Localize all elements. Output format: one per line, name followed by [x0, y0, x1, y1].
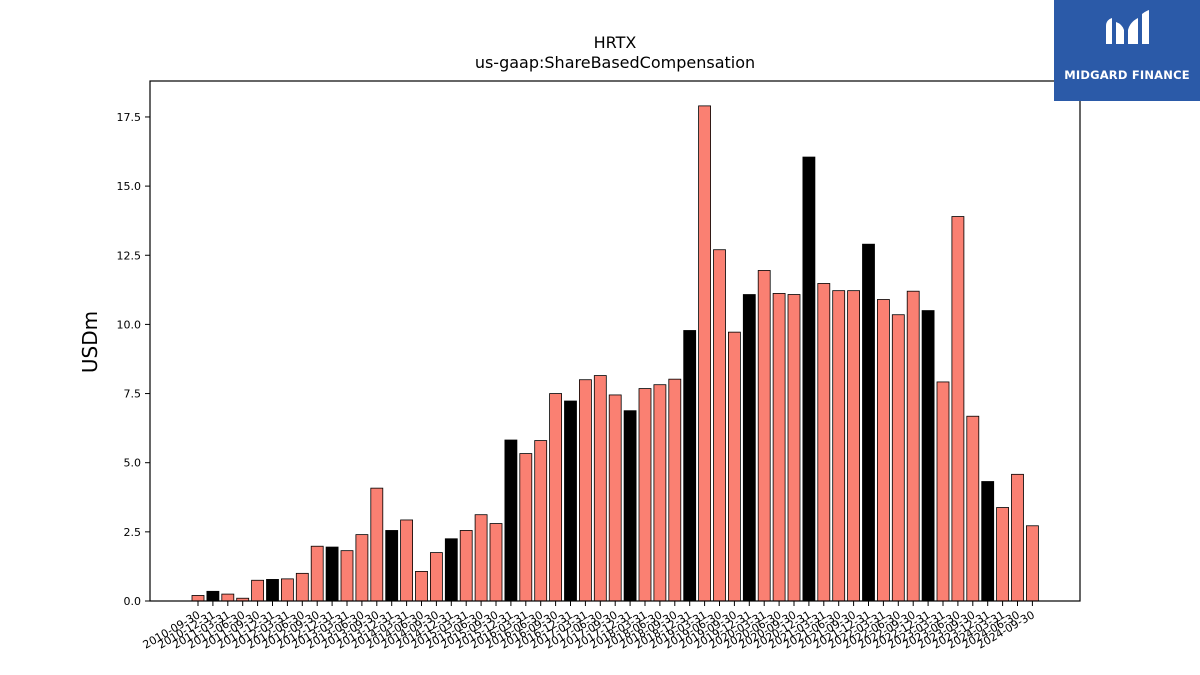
bar-2015-12-31 — [504, 439, 518, 602]
bar-2020-03-31 — [757, 270, 771, 602]
bar-2023-09-30 — [966, 415, 980, 602]
bar-2014-03-31 — [400, 519, 414, 602]
midgard-logo-icon — [1106, 10, 1149, 44]
y-tick-label: 17.5 — [117, 111, 142, 124]
chart-title: HRTX — [594, 33, 637, 52]
bar-2014-12-31 — [444, 538, 458, 602]
bar-2014-09-30 — [429, 552, 443, 602]
bar-2013-09-30 — [370, 487, 384, 602]
bar-2018-03-31 — [638, 388, 652, 602]
bar-2023-03-31 — [936, 381, 950, 602]
bar-2016-06-30 — [534, 440, 548, 602]
bar-2014-06-30 — [415, 571, 428, 602]
bar-2018-09-30 — [668, 378, 682, 602]
y-axis-label: USDm — [78, 311, 102, 373]
y-tick-label: 7.5 — [124, 388, 142, 401]
bar-2018-06-30 — [653, 384, 667, 602]
bar-2013-06-30 — [355, 534, 369, 602]
bar-2011-09-30 — [251, 579, 265, 602]
x-axis: 2010-09-302010-12-312011-03-312011-06-30… — [141, 601, 1037, 652]
bar-2017-12-31 — [623, 410, 637, 602]
bar-2017-03-31 — [579, 379, 592, 602]
y-tick-label: 12.5 — [117, 249, 142, 262]
logo-text: MIDGARD FINANCE — [1064, 68, 1190, 82]
bar-2011-03-31 — [221, 593, 235, 602]
bar-2022-03-31 — [877, 299, 890, 602]
bar-2012-09-30 — [310, 545, 324, 602]
y-tick-label: 0.0 — [124, 595, 142, 608]
bar-2016-03-31 — [519, 453, 533, 602]
bar-2020-09-30 — [787, 294, 801, 602]
bar-2016-12-31 — [564, 400, 577, 602]
bar-2015-03-31 — [459, 530, 473, 602]
bar-2019-06-30 — [713, 249, 726, 602]
midgard-finance-logo: MIDGARD FINANCE — [1054, 0, 1200, 101]
bar-2012-03-31 — [280, 578, 294, 602]
y-tick-label: 15.0 — [117, 180, 142, 193]
plot-frame — [149, 80, 1081, 602]
bar-2013-12-31 — [385, 530, 399, 602]
bar-2019-12-31 — [742, 294, 756, 602]
bar-2020-12-31 — [802, 156, 816, 602]
bar-2020-06-30 — [772, 293, 786, 602]
bar-2024-09-30 — [1026, 525, 1039, 602]
y-tick-label: 5.0 — [124, 457, 142, 470]
bar-2016-09-30 — [549, 393, 562, 602]
bar-2010-12-31 — [206, 590, 220, 602]
bar-2017-06-30 — [593, 375, 607, 602]
chart-subtitle: us-gaap:ShareBasedCompensation — [475, 53, 755, 72]
y-tick-label: 10.0 — [117, 318, 142, 331]
bar-2023-06-30 — [951, 216, 965, 602]
bar-2021-09-30 — [847, 290, 860, 602]
y-axis: 0.0 2.5 5.0 7.5 10.0 12.5 15.0 17.5 — [117, 111, 150, 608]
bar-2021-12-31 — [862, 243, 875, 602]
bar-2022-06-30 — [891, 314, 905, 602]
bar-2015-06-30 — [474, 514, 488, 602]
bar-2015-09-30 — [489, 523, 503, 602]
bar-2023-12-31 — [981, 481, 995, 602]
bar-series — [191, 105, 1039, 602]
bar-2024-03-31 — [996, 507, 1009, 602]
bar-2012-12-31 — [325, 546, 339, 602]
bar-2018-12-31 — [683, 330, 697, 602]
bar-2019-09-30 — [728, 331, 741, 602]
y-tick-label: 2.5 — [124, 526, 142, 539]
bar-2010-09-30 — [191, 595, 205, 602]
bar-2024-06-30 — [1011, 473, 1024, 602]
bar-2022-09-30 — [906, 290, 920, 602]
bar-2021-03-31 — [817, 283, 831, 602]
bar-2011-12-31 — [266, 579, 279, 602]
bar-2019-03-31 — [698, 105, 711, 602]
bar-2022-12-31 — [921, 310, 935, 602]
bar-2021-06-30 — [832, 290, 846, 602]
bar-2017-09-30 — [608, 394, 622, 602]
bar-2013-03-31 — [340, 550, 354, 602]
bar-2012-06-30 — [295, 572, 309, 602]
